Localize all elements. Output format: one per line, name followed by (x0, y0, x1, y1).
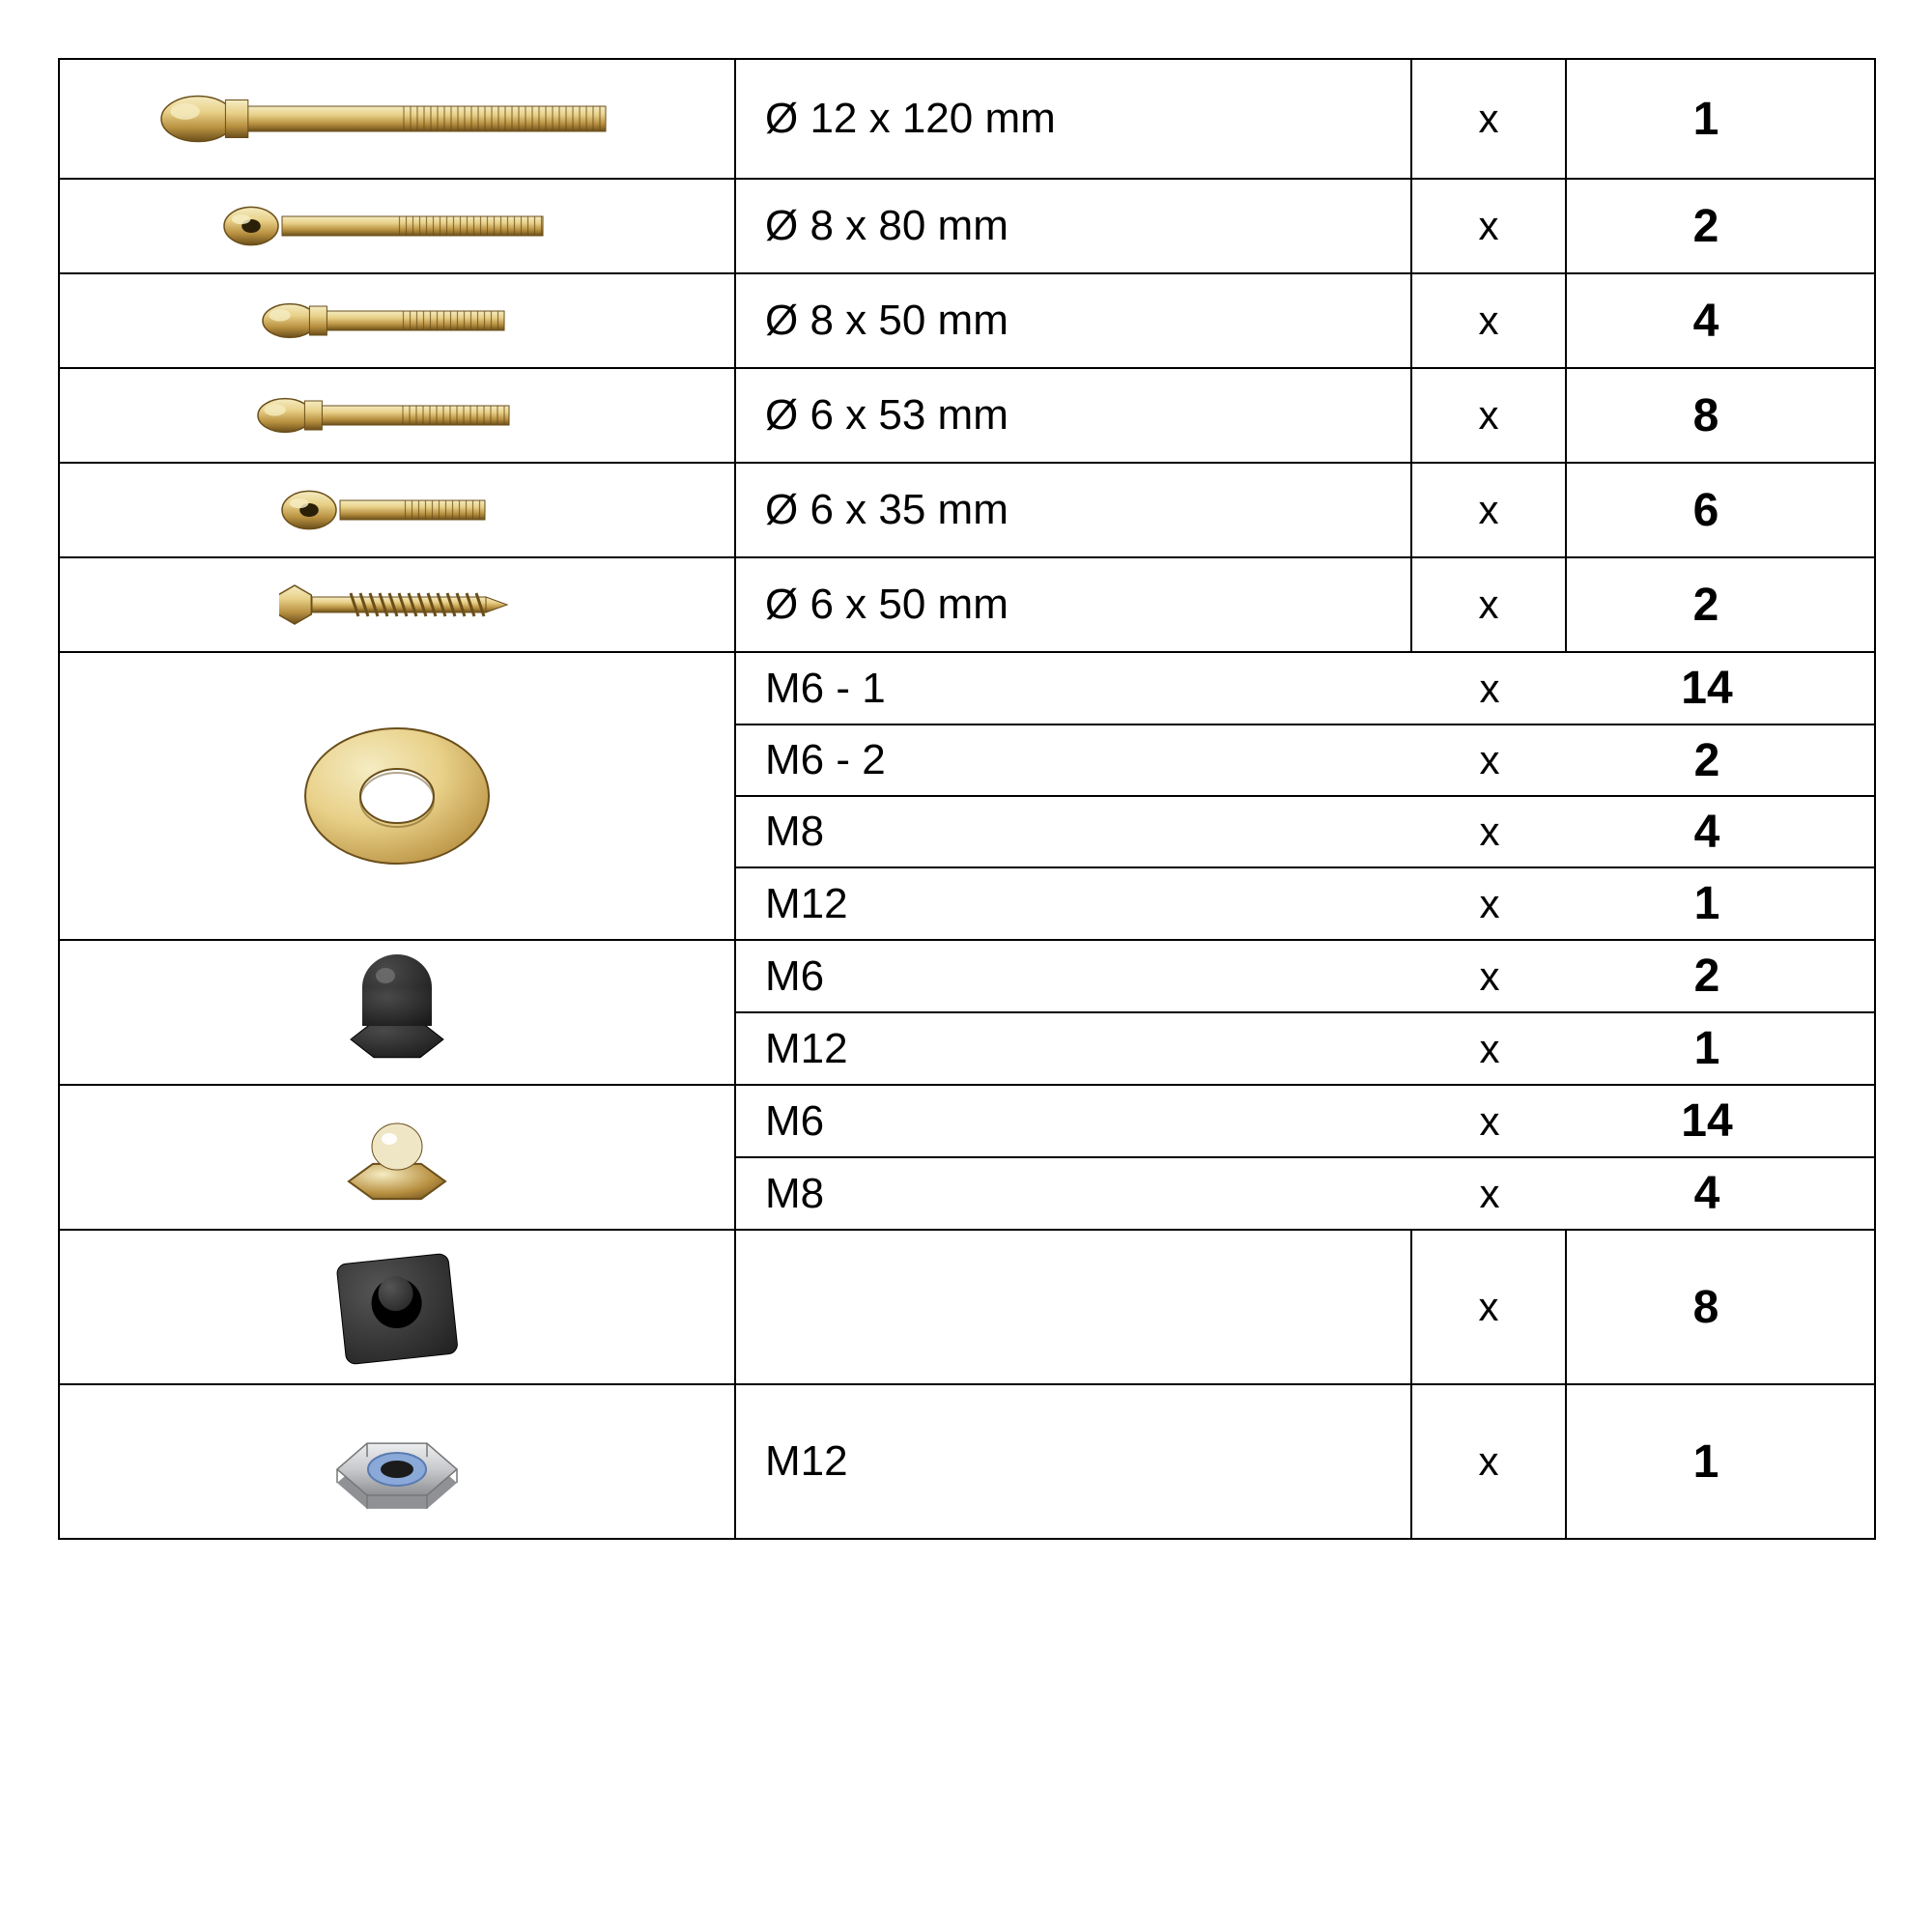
part-description: Ø 6 x 35 mm (735, 463, 1411, 557)
sub-spec-table: M6 x 14 M8 x 4 (736, 1086, 1876, 1229)
multiply-symbol: x (1412, 724, 1567, 796)
part-quantity: 14 (1567, 653, 1876, 724)
part-description: Ø 8 x 80 mm (735, 179, 1411, 273)
part-quantity: 4 (1567, 796, 1876, 867)
part-image-cell (59, 1230, 735, 1384)
part-quantity: 1 (1567, 1012, 1876, 1084)
part-quantity: 6 (1566, 463, 1875, 557)
multiply-symbol: x (1412, 653, 1567, 724)
part-description: M8 (736, 1157, 1412, 1229)
multiply-symbol: x (1412, 867, 1567, 939)
part-description: M12 (736, 867, 1412, 939)
part-description (735, 1230, 1411, 1384)
part-description: M6 - 1 (736, 653, 1412, 724)
part-quantity: 8 (1566, 368, 1875, 463)
part-description: M6 (736, 1086, 1412, 1157)
part-description: Ø 6 x 50 mm (735, 557, 1411, 652)
part-image-cell (59, 1384, 735, 1539)
part-image-cell (59, 1085, 735, 1230)
part-image-cell (59, 652, 735, 940)
part-quantity: 4 (1566, 273, 1875, 368)
part-description: M12 (735, 1384, 1411, 1539)
part-image-cell (59, 179, 735, 273)
part-quantity: 4 (1567, 1157, 1876, 1229)
part-image-cell (59, 557, 735, 652)
part-quantity: 1 (1567, 867, 1876, 939)
part-quantity: 2 (1567, 941, 1876, 1012)
multiply-symbol: x (1411, 273, 1566, 368)
part-quantity: 1 (1566, 1384, 1875, 1539)
multiply-symbol: x (1411, 463, 1566, 557)
part-image-cell (59, 273, 735, 368)
multiply-symbol: x (1412, 941, 1567, 1012)
multiply-symbol: x (1411, 179, 1566, 273)
part-image-cell (59, 368, 735, 463)
part-quantity: 1 (1566, 59, 1875, 179)
multiply-symbol: x (1411, 557, 1566, 652)
part-description: M6 - 2 (736, 724, 1412, 796)
sub-spec-table: M6 x 2 M12 x 1 (736, 941, 1876, 1084)
part-description: M12 (736, 1012, 1412, 1084)
multiply-symbol: x (1411, 59, 1566, 179)
multiply-symbol: x (1412, 1157, 1567, 1229)
part-description: Ø 8 x 50 mm (735, 273, 1411, 368)
multiply-symbol: x (1411, 1230, 1566, 1384)
multiply-symbol: x (1412, 1012, 1567, 1084)
part-quantity: 14 (1567, 1086, 1876, 1157)
part-description: M6 (736, 941, 1412, 1012)
part-description: M8 (736, 796, 1412, 867)
sub-spec-table: M6 - 1 x 14 M6 - 2 x 2 M8 x 4 M12 x 1 (736, 653, 1876, 939)
part-description: Ø 12 x 120 mm (735, 59, 1411, 179)
part-quantity: 8 (1566, 1230, 1875, 1384)
part-image-cell (59, 940, 735, 1085)
part-image-cell (59, 59, 735, 179)
part-quantity: 2 (1566, 557, 1875, 652)
multiply-symbol: x (1411, 1384, 1566, 1539)
part-image-cell (59, 463, 735, 557)
hardware-parts-table: Ø 12 x 120 mm x 1 Ø 8 x 80 mm x 2 Ø 8 x … (58, 58, 1876, 1540)
part-description: Ø 6 x 53 mm (735, 368, 1411, 463)
multiply-symbol: x (1412, 796, 1567, 867)
part-quantity: 2 (1567, 724, 1876, 796)
multiply-symbol: x (1411, 368, 1566, 463)
multiply-symbol: x (1412, 1086, 1567, 1157)
part-quantity: 2 (1566, 179, 1875, 273)
